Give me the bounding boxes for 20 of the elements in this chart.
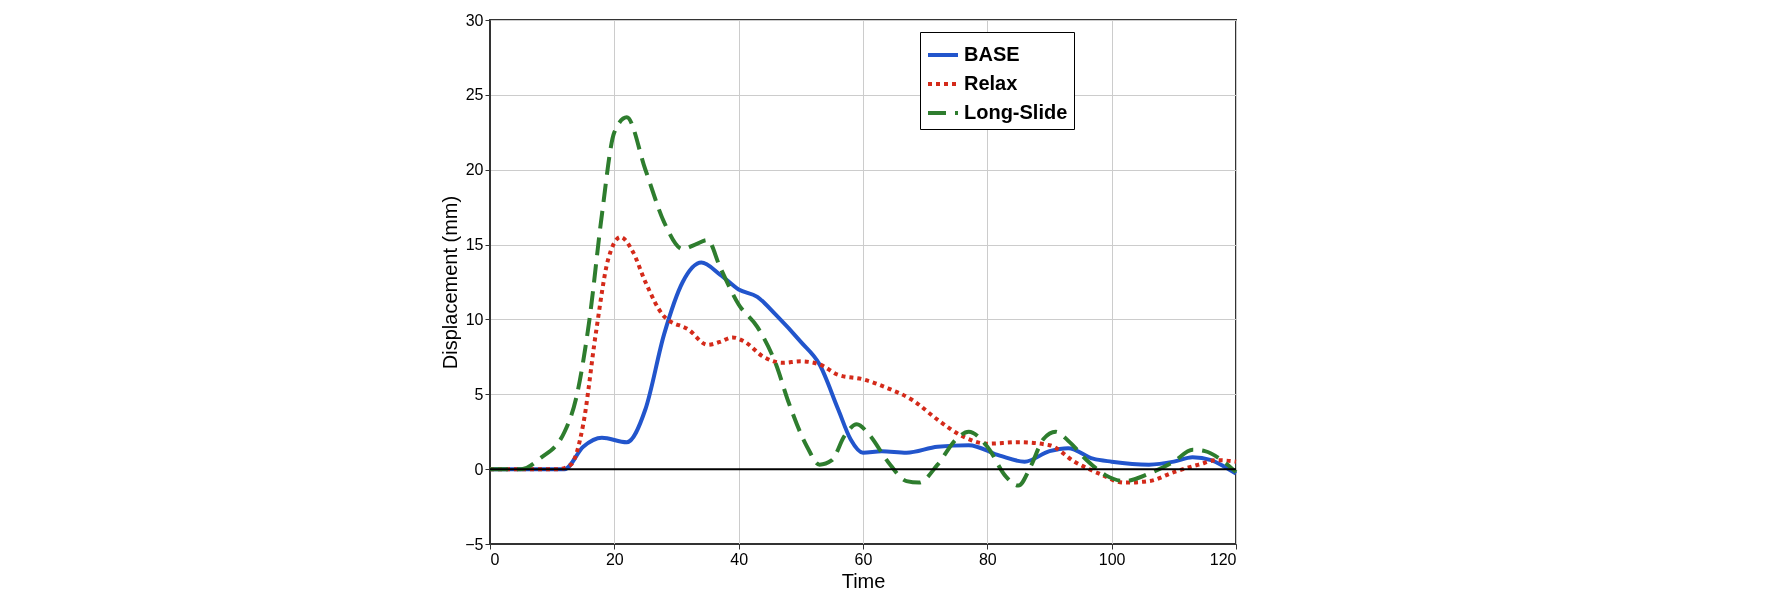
y-tick-label: 15	[465, 236, 484, 254]
y-tick-label: −5	[465, 535, 484, 553]
legend-label: Long-Slide	[964, 101, 1068, 123]
y-tick-label: 25	[465, 86, 484, 104]
x-tick-label: 0	[490, 550, 500, 568]
x-axis-title: Time	[841, 569, 886, 592]
y-tick-label: 10	[465, 310, 484, 328]
legend-label: Relax	[964, 72, 1018, 94]
x-tick-label: 100	[1098, 550, 1126, 568]
y-tick-label: 20	[465, 161, 484, 179]
x-tick-label: 60	[854, 550, 873, 568]
legend-label: BASE	[964, 43, 1020, 65]
x-tick-label: 20	[605, 550, 624, 568]
x-tick-label: 80	[978, 550, 997, 568]
y-tick-label: 30	[465, 11, 484, 29]
y-axis-title: Displacement (mm)	[439, 195, 462, 370]
y-tick-label: 0	[474, 460, 484, 478]
y-tick-label: 5	[474, 385, 484, 403]
x-tick-label: 40	[730, 550, 749, 568]
x-tick-label: 120	[1209, 550, 1237, 568]
